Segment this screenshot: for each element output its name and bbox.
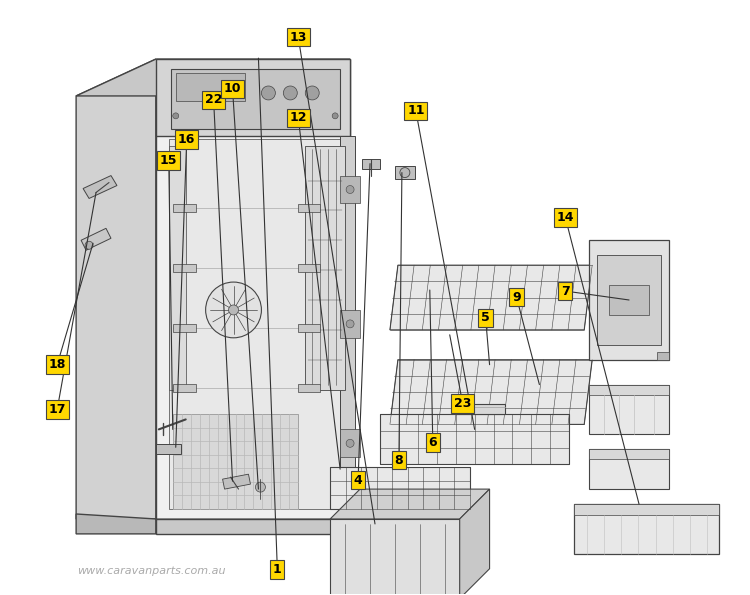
Polygon shape [590, 449, 669, 459]
Polygon shape [172, 415, 298, 509]
Polygon shape [362, 159, 380, 168]
Text: 17: 17 [49, 403, 66, 416]
Polygon shape [172, 324, 196, 332]
Polygon shape [298, 324, 320, 332]
Text: 23: 23 [454, 397, 471, 410]
Text: 5: 5 [482, 311, 490, 324]
Text: 12: 12 [290, 111, 307, 124]
Polygon shape [169, 146, 186, 390]
Polygon shape [223, 474, 251, 489]
Circle shape [305, 86, 320, 100]
Polygon shape [298, 384, 320, 392]
Text: 10: 10 [224, 83, 242, 95]
Bar [380, 415, 569, 464]
Polygon shape [76, 59, 350, 96]
Text: 18: 18 [49, 358, 66, 371]
Polygon shape [330, 519, 460, 595]
Polygon shape [298, 264, 320, 272]
Circle shape [284, 86, 297, 100]
Text: 11: 11 [407, 104, 424, 117]
Polygon shape [156, 519, 350, 534]
Circle shape [346, 320, 354, 328]
Text: www.caravanparts.com.au: www.caravanparts.com.au [76, 566, 225, 576]
Polygon shape [574, 504, 718, 554]
Text: 8: 8 [394, 454, 404, 466]
Circle shape [206, 282, 262, 338]
Polygon shape [590, 384, 669, 434]
Circle shape [346, 439, 354, 447]
Text: 22: 22 [205, 93, 222, 107]
Polygon shape [172, 384, 196, 392]
Polygon shape [81, 228, 111, 250]
Circle shape [229, 305, 238, 315]
Polygon shape [340, 310, 360, 338]
Polygon shape [590, 240, 669, 360]
Text: 4: 4 [354, 474, 362, 487]
Polygon shape [169, 139, 340, 509]
Bar [330, 467, 470, 509]
Polygon shape [156, 59, 350, 136]
Polygon shape [390, 265, 592, 330]
Polygon shape [609, 285, 649, 315]
Polygon shape [171, 69, 340, 129]
Polygon shape [395, 165, 415, 178]
Circle shape [172, 113, 178, 119]
Circle shape [256, 482, 266, 492]
Polygon shape [590, 449, 669, 489]
Polygon shape [340, 136, 355, 509]
Polygon shape [172, 264, 196, 272]
Polygon shape [597, 255, 661, 345]
Circle shape [332, 113, 338, 119]
Polygon shape [298, 205, 320, 212]
Polygon shape [83, 176, 117, 199]
Circle shape [346, 186, 354, 193]
Polygon shape [330, 489, 490, 519]
Polygon shape [574, 504, 718, 515]
Text: 13: 13 [290, 31, 307, 43]
Polygon shape [454, 405, 505, 415]
Polygon shape [305, 146, 345, 390]
Text: 7: 7 [561, 284, 570, 298]
Text: 16: 16 [178, 133, 196, 146]
Polygon shape [590, 384, 669, 394]
Text: 6: 6 [428, 436, 437, 449]
Text: 15: 15 [160, 154, 178, 167]
Circle shape [262, 86, 275, 100]
Text: 14: 14 [556, 211, 574, 224]
Circle shape [85, 241, 93, 249]
Text: 9: 9 [512, 290, 520, 303]
Polygon shape [390, 360, 592, 424]
Bar [657, 352, 669, 360]
Circle shape [400, 168, 410, 177]
Polygon shape [156, 59, 350, 519]
Polygon shape [76, 514, 156, 534]
Polygon shape [172, 205, 196, 212]
Polygon shape [460, 489, 490, 595]
Polygon shape [176, 73, 245, 101]
Polygon shape [156, 444, 181, 454]
Polygon shape [340, 430, 360, 457]
Polygon shape [340, 176, 360, 203]
Polygon shape [76, 59, 156, 519]
Text: 1: 1 [273, 563, 282, 576]
